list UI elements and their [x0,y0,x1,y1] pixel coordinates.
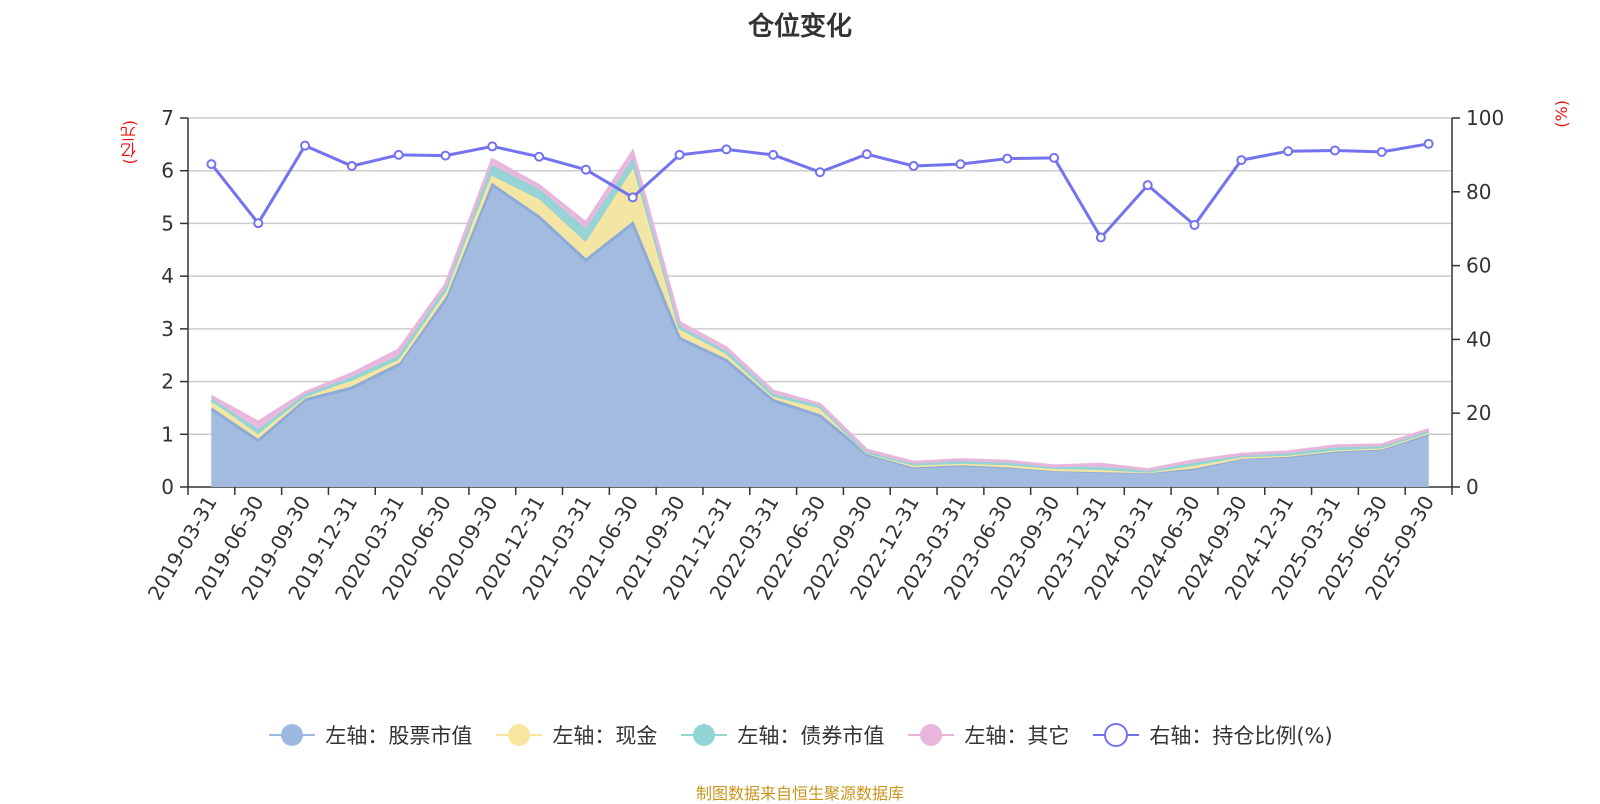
ratio-point [534,151,545,162]
left-tick-label: 4 [161,264,174,288]
line-bond [210,157,1430,473]
ratio-point [1142,180,1153,191]
ratio-point [1376,146,1387,157]
left-tick-label: 2 [161,370,174,394]
legend-bond-symbol [681,724,728,746]
ratio-point [1283,146,1294,157]
legend-item-ratio[interactable]: 右轴：持仓比例(%) [1091,720,1333,750]
ratio-point [1049,152,1060,163]
ratio-point [815,167,825,178]
legend-bond-label: 左轴：债券市值 [737,724,885,748]
legend: 左轴：股票市值 左轴：现金 左轴：债券市值 左轴：其它 右轴：持仓比例(%) [0,720,1600,750]
chart-title: 仓位变化 [747,12,852,42]
ratio-point [674,149,685,160]
left-tick-label: 6 [161,159,174,183]
legend-stock-label: 左轴：股票市值 [325,724,473,748]
ratio-point [440,150,451,161]
ratio-point [908,160,919,171]
legend-ratio-label: 右轴：持仓比例(%) [1149,724,1333,748]
ratio-point [721,144,732,155]
ratio-point [768,149,779,160]
left-tick-label: 7 [161,106,174,130]
right-tick-label: 40 [1466,327,1491,351]
left-axis-unit: (亿元) [120,120,139,165]
ratio-point [1189,220,1200,231]
ratio-point [1236,155,1247,166]
left-tick-label: 0 [161,475,174,499]
ratio-point [627,192,638,203]
right-axis-unit: (%) [1552,100,1571,128]
ratio-point [253,218,264,229]
ratio-point [300,140,311,151]
legend-other-label: 左轴：其它 [964,724,1070,748]
source-note: 制图数据来自恒生聚源数据库 [695,784,904,803]
left-tick-label: 1 [161,422,174,446]
right-tick-label: 20 [1466,401,1491,425]
ratio-point [393,149,404,160]
ratio-point [487,141,498,152]
legend-other-symbol [908,724,955,746]
ratio-point [580,164,591,175]
ratio-point [955,159,966,170]
left-tick-label: 3 [161,317,174,341]
ratio-point [1095,232,1106,243]
ratio-point [1002,153,1013,164]
right-tick-label: 0 [1466,475,1479,499]
right-tick-label: 80 [1466,180,1491,204]
ratio-point [1423,138,1434,149]
legend-ratio-symbol [1093,723,1140,747]
area-stock [211,184,1429,487]
left-tick-label: 5 [161,211,174,235]
legend-item-stock[interactable]: 左轴：股票市值 [267,720,472,750]
legend-item-other[interactable]: 左轴：其它 [906,720,1069,750]
ratio-point [1329,145,1340,156]
ratio-point [861,149,872,160]
line-other [210,148,1430,472]
ratio-point [206,159,217,170]
legend-stock-symbol [269,724,316,746]
right-tick-label: 60 [1466,254,1491,278]
legend-cash-symbol [496,724,543,746]
legend-item-bond[interactable]: 左轴：债券市值 [679,720,884,750]
legend-item-cash[interactable]: 左轴：现金 [494,720,657,750]
right-tick-label: 100 [1466,106,1504,130]
legend-cash-label: 左轴：现金 [552,724,658,748]
ratio-point [346,160,357,171]
